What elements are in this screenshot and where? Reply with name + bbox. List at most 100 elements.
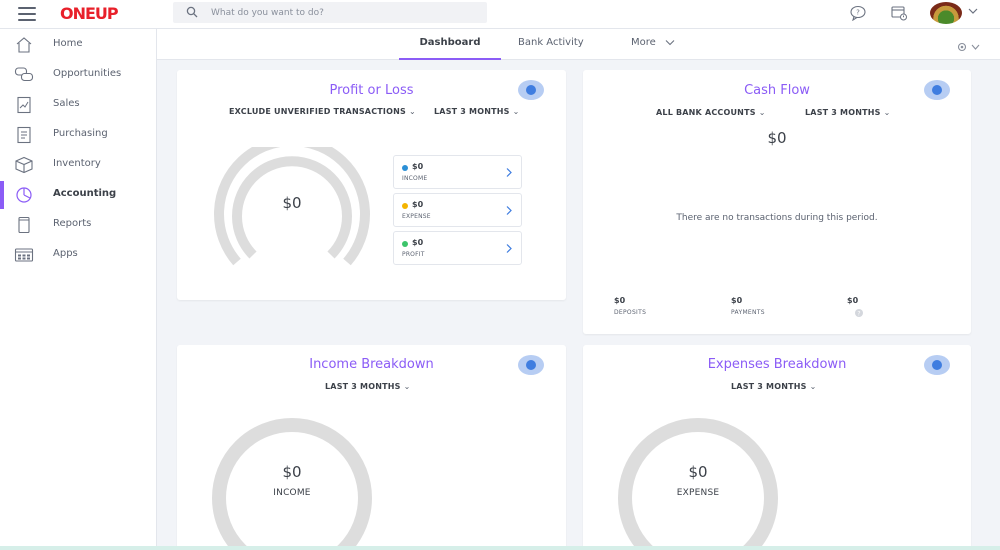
sidebar: Home Opportunities Sales Purchasing Inve… xyxy=(0,29,157,550)
apps-grid-icon xyxy=(14,248,34,262)
net-value: $0 xyxy=(847,296,859,305)
profit-loss-filter-period[interactable]: LAST 3 MONTHS ⌄ xyxy=(434,107,520,116)
filter-label: LAST 3 MONTHS xyxy=(731,382,807,391)
expenses-breakdown-card: Expenses Breakdown LAST 3 MONTHS ⌄ $0 EXP… xyxy=(583,345,971,550)
expenses-donut xyxy=(618,418,778,550)
profit-loss-title: Profit or Loss xyxy=(329,83,414,98)
help-icon[interactable]: ? xyxy=(854,308,864,318)
cash-flow-total: $0 xyxy=(767,129,787,147)
sidebar-item-label: Inventory xyxy=(53,158,101,169)
user-avatar[interactable] xyxy=(930,2,962,24)
cash-flow-title: Cash Flow xyxy=(744,83,810,98)
profit-loss-gauge xyxy=(214,147,370,266)
sidebar-item-reports[interactable]: Reports xyxy=(0,209,157,239)
profit-legend-item[interactable]: $0 PROFIT xyxy=(393,231,522,265)
income-breakdown-filter-period[interactable]: LAST 3 MONTHS ⌄ xyxy=(325,382,411,391)
search-box[interactable] xyxy=(173,2,487,23)
profit-label: PROFIT xyxy=(402,251,425,258)
filter-label: LAST 3 MONTHS xyxy=(325,382,401,391)
chevron-down-icon: ⌄ xyxy=(883,108,891,117)
filter-label: ALL BANK ACCOUNTS xyxy=(656,108,756,117)
purchase-receipt-icon xyxy=(17,126,31,144)
help-chat-icon[interactable]: ? xyxy=(849,5,867,21)
search-input[interactable] xyxy=(211,4,471,21)
expenses-breakdown-filter-period[interactable]: LAST 3 MONTHS ⌄ xyxy=(731,382,817,391)
cash-flow-filter-period[interactable]: LAST 3 MONTHS ⌄ xyxy=(805,108,891,117)
payments-label: PAYMENTS xyxy=(731,309,765,316)
income-breakdown-card: Income Breakdown LAST 3 MONTHS ⌄ $0 INCOM… xyxy=(177,345,566,550)
expenses-breakdown-total: $0 xyxy=(688,463,708,481)
expense-dot xyxy=(402,203,408,209)
expenses-breakdown-label: EXPENSE xyxy=(676,488,720,498)
top-bar: ONEUP ? xyxy=(0,0,1000,29)
expenses-breakdown-title: Expenses Breakdown xyxy=(707,357,847,372)
chevron-down-icon[interactable] xyxy=(968,7,978,15)
sidebar-item-label: Apps xyxy=(53,248,78,259)
deposits-value: $0 xyxy=(614,296,626,305)
sidebar-item-apps[interactable]: Apps xyxy=(0,239,157,269)
chevron-right-icon xyxy=(506,206,512,215)
sidebar-item-label: Opportunities xyxy=(53,68,122,79)
tabs-bar: Dashboard Bank Activity More xyxy=(157,29,1000,60)
payments-value: $0 xyxy=(731,296,743,305)
profit-dot xyxy=(402,241,408,247)
hamburger-menu-icon[interactable] xyxy=(18,7,36,21)
income-value: $0 xyxy=(412,162,424,171)
sidebar-item-sales[interactable]: Sales xyxy=(0,89,157,119)
chevron-down-icon: ⌄ xyxy=(408,107,416,116)
sidebar-item-label: Accounting xyxy=(53,188,117,199)
sidebar-item-opportunities[interactable]: Opportunities xyxy=(0,59,157,89)
search-icon xyxy=(186,6,198,18)
sidebar-item-home[interactable]: Home xyxy=(0,29,157,59)
income-breakdown-label: INCOME xyxy=(273,488,311,498)
reports-icon xyxy=(18,216,30,234)
filter-label: EXCLUDE UNVERIFIED TRANSACTIONS xyxy=(229,107,406,116)
sidebar-item-purchasing[interactable]: Purchasing xyxy=(0,119,157,149)
cash-flow-toggle-button[interactable] xyxy=(924,80,950,100)
profit-loss-toggle-button[interactable] xyxy=(518,80,544,100)
income-breakdown-total: $0 xyxy=(282,463,302,481)
expense-label: EXPENSE xyxy=(402,213,431,220)
chevron-down-icon: ⌄ xyxy=(403,382,411,391)
chevron-down-icon: ⌄ xyxy=(512,107,520,116)
income-dot xyxy=(402,165,408,171)
sidebar-item-inventory[interactable]: Inventory xyxy=(0,149,157,179)
gear-icon xyxy=(957,42,980,52)
cash-flow-filter-accounts[interactable]: ALL BANK ACCOUNTS ⌄ xyxy=(656,108,766,117)
chevron-right-icon xyxy=(506,168,512,177)
income-donut xyxy=(212,418,372,550)
income-label: INCOME xyxy=(402,175,428,182)
box-icon xyxy=(15,156,33,174)
cash-flow-card: Cash Flow ALL BANK ACCOUNTS ⌄ LAST 3 MONT… xyxy=(583,70,971,334)
sales-chart-icon xyxy=(17,96,31,114)
income-legend-item[interactable]: $0 INCOME xyxy=(393,155,522,189)
oneup-logo[interactable]: ONEUP xyxy=(60,4,119,23)
sidebar-item-accounting[interactable]: Accounting xyxy=(0,179,157,209)
svg-text:?: ? xyxy=(857,310,860,317)
expense-value: $0 xyxy=(412,200,424,209)
tab-more[interactable]: More xyxy=(631,37,675,60)
profit-loss-card: Profit or Loss EXCLUDE UNVERIFIED TRANSA… xyxy=(177,70,566,300)
home-icon xyxy=(16,37,32,53)
expenses-breakdown-toggle-button[interactable] xyxy=(924,355,950,375)
chevron-down-icon: ⌄ xyxy=(809,382,817,391)
filter-label: LAST 3 MONTHS xyxy=(805,108,881,117)
tab-dashboard[interactable]: Dashboard xyxy=(399,37,501,60)
chevron-down-icon xyxy=(665,39,675,45)
income-breakdown-toggle-button[interactable] xyxy=(518,355,544,375)
deposits-label: DEPOSITS xyxy=(614,309,647,316)
expense-legend-item[interactable]: $0 EXPENSE xyxy=(393,193,522,227)
tasks-icon[interactable] xyxy=(890,5,908,21)
svg-text:?: ? xyxy=(856,9,860,17)
pie-chart-icon xyxy=(16,187,32,203)
tab-more-label: More xyxy=(631,37,656,48)
filter-label: LAST 3 MONTHS xyxy=(434,107,510,116)
sidebar-item-label: Sales xyxy=(53,98,80,109)
chat-bubbles-icon xyxy=(14,67,34,82)
dashboard-settings[interactable] xyxy=(956,38,982,52)
sidebar-item-label: Reports xyxy=(53,218,92,229)
tab-bank-activity[interactable]: Bank Activity xyxy=(518,37,584,48)
cash-flow-empty-message: There are no transactions during this pe… xyxy=(676,213,878,223)
chevron-right-icon xyxy=(506,244,512,253)
profit-loss-filter-verification[interactable]: EXCLUDE UNVERIFIED TRANSACTIONS ⌄ xyxy=(229,107,416,116)
